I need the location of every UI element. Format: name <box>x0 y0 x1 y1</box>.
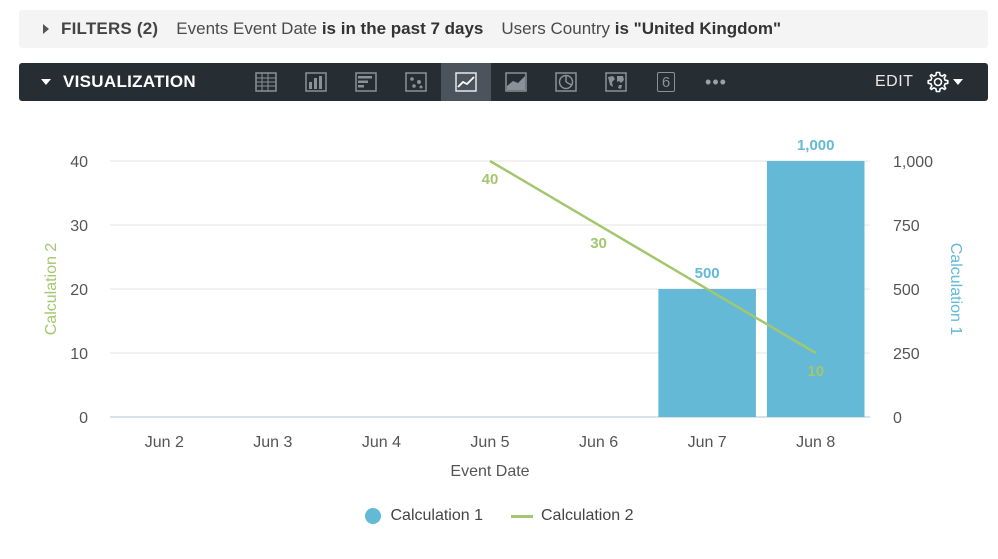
y-left-tick-label: 0 <box>79 410 88 427</box>
x-tick-label: Jun 8 <box>796 434 835 451</box>
bar <box>658 289 756 417</box>
line-data-label: 40 <box>482 171 499 188</box>
map-icon <box>605 72 627 92</box>
filters-bar[interactable]: FILTERS (2) Events Event Date is in the … <box>19 10 988 48</box>
filter-condition: is "United Kingdom" <box>614 19 782 38</box>
legend-label: Calculation 1 <box>390 507 484 524</box>
chart-legend: Calculation 1 Calculation 2 <box>0 507 998 525</box>
scatter-chart-icon <box>405 72 427 92</box>
chart: 0 0 10 250 20 500 30 750 40 1,000 Jun 2 Jun 3 Jun 4 J… <box>43 137 964 480</box>
viz-type-column[interactable] <box>291 63 341 101</box>
filter-item-country: Users Country is "United Kingdom" <box>501 19 781 39</box>
filter-item-event-date: Events Event Date is in the past 7 days <box>176 19 483 39</box>
legend-item-calculation-2[interactable]: Calculation 2 <box>511 507 634 525</box>
pie-chart-icon <box>555 72 577 92</box>
filter-field: Events Event Date <box>176 19 318 38</box>
x-tick-label: Jun 7 <box>688 434 727 451</box>
y-right-tick-label: 750 <box>893 218 920 235</box>
viz-type-pie[interactable] <box>541 63 591 101</box>
bar <box>766 161 865 417</box>
viz-type-line[interactable] <box>441 63 491 101</box>
viz-type-bar[interactable] <box>341 63 391 101</box>
viz-type-single-value[interactable]: 6 <box>641 63 691 101</box>
y-left-tick-label: 10 <box>70 346 88 363</box>
line-data-label: 30 <box>590 235 607 252</box>
y-left-tick-label: 30 <box>70 218 88 235</box>
y-right-tick-label: 500 <box>893 282 920 299</box>
x-axis-title: Event Date <box>450 463 529 480</box>
y-left-tick-label: 20 <box>70 282 88 299</box>
viz-type-more[interactable]: ••• <box>691 63 741 101</box>
area-chart-icon <box>505 72 527 92</box>
legend-label: Calculation 2 <box>541 507 634 524</box>
visualization-type-picker: 6 ••• <box>241 63 741 101</box>
legend-item-calculation-1[interactable]: Calculation 1 <box>364 507 484 525</box>
edit-button[interactable]: EDIT <box>875 73 914 90</box>
filter-condition: is in the past 7 days <box>321 19 484 38</box>
y-right-axis-title: Calculation 1 <box>947 243 964 336</box>
bar-chart-icon <box>355 72 377 92</box>
chevron-down-icon <box>953 79 963 85</box>
more-icon: ••• <box>705 71 727 92</box>
y-left-axis-title: Calculation 2 <box>43 243 60 336</box>
viz-type-scatter[interactable] <box>391 63 441 101</box>
table-icon <box>255 72 277 92</box>
line-data-label: 10 <box>807 363 824 380</box>
filter-field: Users Country <box>501 19 611 38</box>
viz-type-table[interactable] <box>241 63 291 101</box>
legend-swatch <box>511 514 533 518</box>
column-chart-icon <box>305 72 327 92</box>
x-tick-label: Jun 5 <box>470 434 509 451</box>
x-tick-label: Jun 3 <box>253 434 292 451</box>
line-chart-icon <box>455 72 477 92</box>
x-tick-label: Jun 4 <box>362 434 401 451</box>
line-series-calculation-2 <box>489 159 817 355</box>
caret-down-icon[interactable] <box>41 79 51 85</box>
visualization-title[interactable]: VISUALIZATION <box>63 72 196 91</box>
viz-type-map[interactable] <box>591 63 641 101</box>
x-tick-label: Jun 6 <box>579 434 618 451</box>
legend-swatch <box>364 508 381 524</box>
y-right-tick-label: 1,000 <box>893 154 933 171</box>
settings-button[interactable] <box>926 70 963 94</box>
y-left-tick-label: 40 <box>70 154 88 171</box>
viz-type-area[interactable] <box>491 63 541 101</box>
y-right-tick-label: 250 <box>893 346 920 363</box>
filters-title[interactable]: FILTERS (2) <box>61 19 159 38</box>
bar-data-label: 1,000 <box>797 137 835 154</box>
x-tick-label: Jun 2 <box>145 434 184 451</box>
gear-icon <box>927 71 949 93</box>
y-right-tick-label: 0 <box>893 410 902 427</box>
visualization-bar: VISUALIZATION 6 ••• ED <box>19 63 988 101</box>
bar-data-label: 500 <box>695 265 720 282</box>
single-value-icon: 6 <box>657 72 675 92</box>
caret-right-icon[interactable] <box>43 24 49 34</box>
